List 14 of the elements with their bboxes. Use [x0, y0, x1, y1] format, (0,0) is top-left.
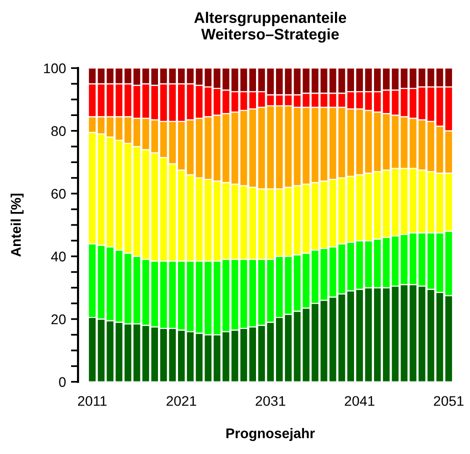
x-tick-label: 2011	[78, 396, 107, 406]
y-tick-label: 80	[51, 126, 66, 136]
x-tick-label: 2041	[344, 396, 374, 406]
chart-title: Altersgruppenanteile Weiterso–Strategie	[194, 12, 346, 43]
x-tick-label: 2031	[256, 396, 286, 406]
y-tick-label: 20	[51, 314, 66, 324]
x-tick-label: 2051	[434, 396, 464, 406]
y-tick-label: 0	[59, 377, 66, 387]
y-axis-title: Anteil [%]	[10, 194, 24, 257]
x-axis-title: Prognosejahr	[226, 428, 315, 442]
y-tick-label: 100	[44, 63, 66, 74]
x-tick-label: 2021	[166, 396, 196, 406]
y-tick-label: 40	[51, 252, 66, 262]
y-tick-label: 60	[51, 188, 66, 199]
